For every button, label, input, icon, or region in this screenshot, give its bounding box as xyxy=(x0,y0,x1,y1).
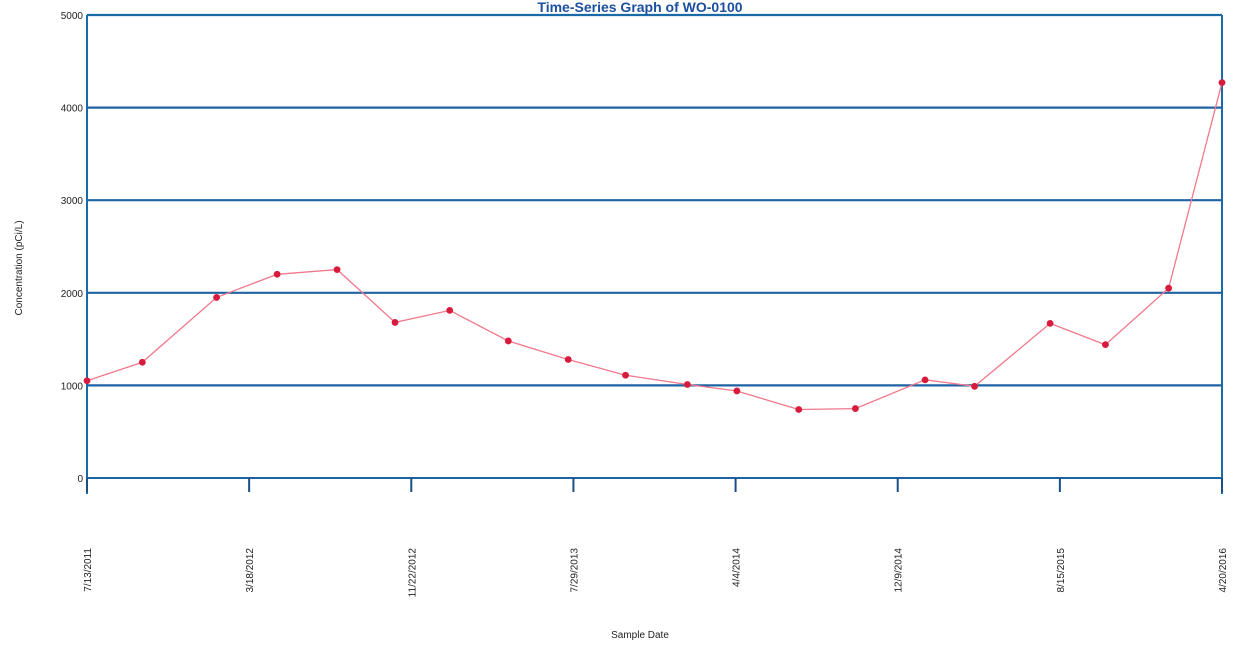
x-tick-label: 4/4/2014 xyxy=(732,548,743,587)
data-point xyxy=(1102,341,1109,349)
y-tick-label: 0 xyxy=(77,474,83,485)
y-tick-label: 2000 xyxy=(61,289,84,300)
grid-layer xyxy=(87,13,1222,479)
y-tick-label: 5000 xyxy=(61,11,84,22)
data-point xyxy=(446,306,454,314)
series-layer xyxy=(83,79,1226,413)
y-axis-title: Concentration (pCi/L) xyxy=(14,220,25,315)
series-line xyxy=(86,82,1223,411)
data-point xyxy=(1046,319,1054,327)
x-tick-label: 7/13/2011 xyxy=(83,548,94,592)
data-point xyxy=(1165,284,1173,292)
data-point xyxy=(504,337,512,345)
y-tick-label: 1000 xyxy=(61,381,84,392)
data-point xyxy=(391,319,399,326)
data-point xyxy=(795,406,803,413)
data-point xyxy=(273,270,281,278)
data-point xyxy=(733,387,741,395)
data-point xyxy=(971,382,978,390)
data-point xyxy=(564,356,572,363)
x-axis-title: Sample Date xyxy=(611,630,669,641)
x-tick-label: 11/22/2012 xyxy=(407,548,418,598)
x-tick-label: 8/15/2015 xyxy=(1056,548,1067,593)
y-tick-label: 4000 xyxy=(61,104,84,115)
data-point xyxy=(213,294,220,301)
x-tick-label: 4/20/2016 xyxy=(1218,548,1229,593)
data-point xyxy=(622,371,629,379)
data-point xyxy=(333,266,341,274)
data-point xyxy=(83,377,91,385)
axis-layer: 0 1000 2000 3000 4000 5000 7/13/2011 3/18/2012 1… xyxy=(61,11,1229,597)
x-tick-label: 12/9/2014 xyxy=(894,548,905,593)
data-point xyxy=(851,405,859,412)
y-tick-label: 3000 xyxy=(61,196,84,207)
chart-title: Time-Series Graph of WO-0100 xyxy=(537,0,742,15)
x-tick-label: 7/29/2013 xyxy=(569,548,580,593)
data-point xyxy=(1218,79,1226,86)
data-point xyxy=(138,358,146,366)
data-point xyxy=(921,376,929,384)
data-point xyxy=(683,381,691,388)
x-tick-label: 3/18/2012 xyxy=(245,548,256,593)
